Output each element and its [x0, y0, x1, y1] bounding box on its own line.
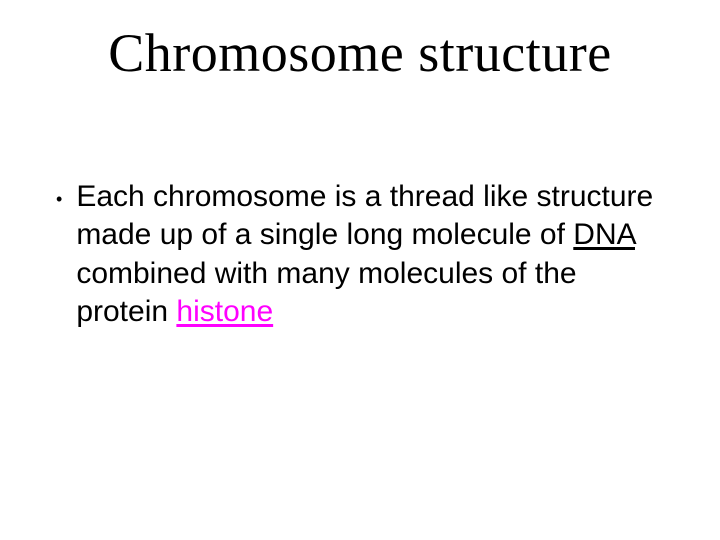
slide: Chromosome structure • Each chromosome i…	[0, 0, 720, 540]
bullet-item: • Each chromosome is a thread like struc…	[56, 178, 660, 332]
bullet-dot: •	[56, 188, 62, 211]
bullet-text: Each chromosome is a thread like structu…	[76, 178, 660, 332]
dna-keyword: DNA	[573, 218, 635, 251]
slide-body: • Each chromosome is a thread like struc…	[56, 178, 660, 332]
bullet-text-mid: combined with many molecules of the prot…	[76, 257, 576, 328]
bullet-text-pre: Each chromosome is a thread like structu…	[76, 180, 653, 251]
histone-keyword: histone	[176, 295, 273, 328]
slide-title: Chromosome structure	[0, 0, 720, 84]
